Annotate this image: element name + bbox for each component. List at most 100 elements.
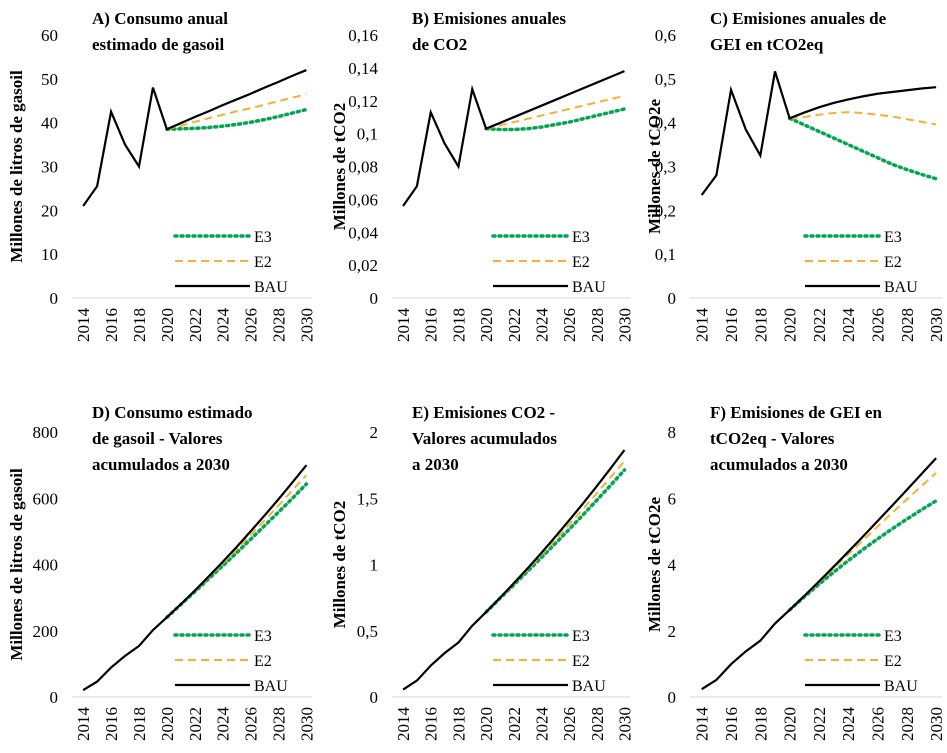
- x-tick-label: 2022: [810, 308, 829, 342]
- y-tick-label: 0,06: [348, 190, 378, 209]
- y-tick-label: 0,5: [655, 70, 676, 89]
- legend-label: E3: [254, 628, 272, 645]
- series-line: [484, 107, 627, 132]
- x-tick-label: 2020: [158, 707, 177, 741]
- series-line: [165, 107, 309, 131]
- y-tick-label: 0,5: [357, 622, 378, 641]
- x-tick-label: 2030: [927, 707, 946, 741]
- chart-title: A) Consumo anual: [92, 9, 228, 28]
- x-tick-label: 2016: [102, 707, 121, 741]
- chart-title: tCO2eq - Valores: [710, 429, 835, 448]
- legend-label: BAU: [572, 279, 606, 296]
- x-tick-label: 2016: [722, 308, 741, 342]
- series-line: [789, 111, 937, 126]
- y-tick-label: 400: [33, 556, 59, 575]
- series-line: [166, 93, 307, 131]
- chart-title: B) Emisiones anuales: [412, 9, 566, 28]
- x-tick-label: 2018: [751, 707, 770, 741]
- x-tick-label: 2018: [130, 308, 149, 342]
- x-tick-label: 2014: [74, 308, 93, 343]
- chart-title: GEI en tCO2eq: [710, 35, 824, 54]
- series-line: [700, 71, 937, 196]
- x-tick-label: 2024: [214, 308, 233, 343]
- legend-label: E3: [884, 229, 902, 246]
- y-tick-label: 4: [668, 556, 677, 575]
- x-tick-label: 2022: [186, 707, 205, 741]
- x-tick-label: 2016: [102, 308, 121, 342]
- y-axis-label: Millones de tCO2e: [645, 99, 664, 234]
- legend-label: E3: [884, 628, 902, 645]
- x-tick-label: 2020: [477, 707, 496, 741]
- y-tick-label: 20: [41, 201, 58, 220]
- chart-title: estimado de gasoil: [92, 35, 225, 54]
- legend-label: E2: [884, 254, 902, 271]
- x-tick-label: 2030: [297, 308, 316, 342]
- y-tick-label: 0,16: [348, 26, 378, 45]
- legend-label: BAU: [254, 279, 288, 296]
- y-axis-label: Millones de tCO2e: [645, 497, 664, 632]
- y-tick-label: 0: [50, 289, 59, 308]
- legend-label: E2: [572, 653, 590, 670]
- x-tick-label: 2014: [394, 707, 413, 742]
- chart-title: Valores acumulados: [412, 429, 557, 448]
- x-tick-label: 2014: [693, 707, 712, 742]
- x-tick-label: 2014: [693, 308, 712, 343]
- x-tick-label: 2020: [781, 707, 800, 741]
- x-tick-label: 2030: [615, 308, 634, 342]
- y-tick-label: 60: [41, 26, 58, 45]
- legend-label: BAU: [884, 279, 918, 296]
- x-tick-label: 2028: [270, 707, 289, 741]
- y-tick-label: 0: [370, 688, 379, 707]
- chart-title: C) Emisiones anuales de: [710, 9, 887, 28]
- chart-title: D) Consumo estimado: [92, 403, 253, 422]
- x-tick-label: 2024: [839, 707, 858, 742]
- y-tick-label: 0: [668, 688, 677, 707]
- x-tick-label: 2016: [722, 707, 741, 741]
- series-line: [402, 70, 625, 207]
- chart-title: a 2030: [412, 455, 459, 474]
- y-tick-label: 0,2: [655, 201, 676, 220]
- y-axis-label: Millones de litros de gasoil: [7, 70, 26, 263]
- x-tick-label: 2022: [505, 308, 524, 342]
- x-tick-label: 2018: [449, 707, 468, 741]
- x-tick-label: 2026: [869, 707, 888, 741]
- x-tick-label: 2018: [449, 308, 468, 342]
- y-tick-label: 0,12: [348, 92, 378, 111]
- x-tick-label: 2026: [242, 707, 261, 741]
- x-tick-label: 2016: [422, 308, 441, 342]
- legend-label: E2: [884, 653, 902, 670]
- y-tick-label: 0,1: [655, 245, 676, 264]
- x-tick-label: 2028: [588, 707, 607, 741]
- x-tick-label: 2024: [532, 707, 551, 742]
- x-tick-label: 2030: [615, 707, 634, 741]
- legend-label: BAU: [572, 678, 606, 695]
- y-tick-label: 1: [370, 556, 379, 575]
- x-tick-label: 2014: [74, 707, 93, 742]
- y-tick-label: 0: [50, 688, 59, 707]
- y-axis-label: Millones de tCO2: [330, 501, 349, 629]
- y-tick-label: 2: [370, 423, 379, 442]
- x-tick-label: 2016: [422, 707, 441, 741]
- y-tick-label: 0,08: [348, 158, 378, 177]
- y-tick-label: 8: [668, 423, 677, 442]
- series-line: [82, 464, 308, 691]
- y-tick-label: 0,14: [348, 59, 378, 78]
- y-tick-label: 800: [33, 423, 59, 442]
- series-line: [82, 69, 307, 207]
- series-line: [402, 449, 626, 691]
- series-line: [701, 457, 937, 691]
- y-tick-label: 0: [668, 289, 677, 308]
- x-tick-label: 2030: [927, 308, 946, 342]
- y-tick-label: 0,04: [348, 223, 378, 242]
- x-tick-label: 2024: [839, 308, 858, 343]
- x-tick-label: 2024: [532, 308, 551, 343]
- y-tick-label: 40: [41, 114, 58, 133]
- x-tick-label: 2020: [477, 308, 496, 342]
- x-tick-label: 2028: [588, 308, 607, 342]
- x-tick-label: 2024: [214, 707, 233, 742]
- x-tick-label: 2022: [186, 308, 205, 342]
- x-tick-label: 2026: [242, 308, 261, 342]
- y-tick-label: 0,3: [655, 158, 676, 177]
- x-tick-label: 2026: [560, 707, 579, 741]
